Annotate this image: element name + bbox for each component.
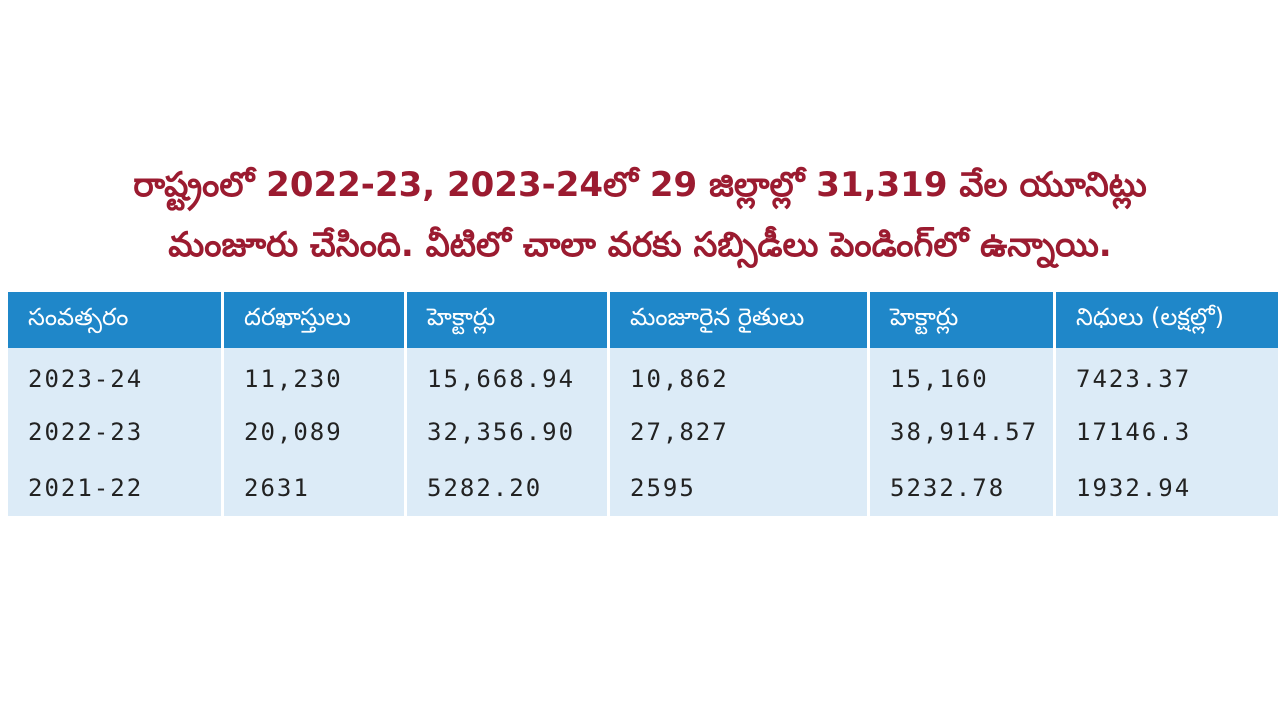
headline-line: రాష్ట్రంలో 2022-23, 2023-24లో 29 జిల్లాల…	[133, 165, 1147, 205]
table-row: 2021-22 2631 5282.20 2595 5232.78 1932.94	[8, 460, 1278, 516]
table-cell: 7423.37	[1056, 348, 1278, 404]
headline: రాష్ట్రంలో 2022-23, 2023-24లో 29 జిల్లాల…	[0, 155, 1280, 275]
header-cell: హెక్టార్లు	[407, 292, 610, 348]
table-cell: 15,160	[870, 348, 1056, 404]
table-header: సంవత్సరం దరఖాస్తులు హెక్టార్లు మంజూరైన రైతు…	[8, 292, 1278, 348]
table-cell: 20,089	[224, 404, 407, 460]
table-cell: 2595	[610, 460, 870, 516]
table-cell: 5282.20	[407, 460, 610, 516]
table-cell: 11,230	[224, 348, 407, 404]
header-cell: హెక్టార్లు	[870, 292, 1056, 348]
table-cell: 38,914.57	[870, 404, 1056, 460]
table-cell: 2021-22	[8, 460, 224, 516]
table: సంవత్సరం దరఖాస్తులు హెక్టార్లు మంజూరైన రైతు…	[8, 292, 1278, 516]
table-cell: 32,356.90	[407, 404, 610, 460]
table-cell: 2631	[224, 460, 407, 516]
header-cell: దరఖాస్తులు	[224, 292, 407, 348]
table-row: 2023-24 11,230 15,668.94 10,862 15,160 7423.3…	[8, 348, 1278, 404]
header-cell: నిధులు (లక్షల్లో)	[1056, 292, 1278, 348]
table-cell: 10,862	[610, 348, 870, 404]
table-cell: 1932.94	[1056, 460, 1278, 516]
header-cell: సంవత్సరం	[8, 292, 224, 348]
table-cell: 2022-23	[8, 404, 224, 460]
table-cell: 2023-24	[8, 348, 224, 404]
table-row: 2022-23 20,089 32,356.90 27,827 38,914.57 171…	[8, 404, 1278, 460]
table-cell: 17146.3	[1056, 404, 1278, 460]
table-cell: 15,668.94	[407, 348, 610, 404]
table-cell: 5232.78	[870, 460, 1056, 516]
table-cell: 27,827	[610, 404, 870, 460]
header-cell: మంజూరైన రైతులు	[610, 292, 870, 348]
headline-line: మంజూరు చేసింది. వీటిలో చాలా వరకు సబ్సిడీ…	[168, 225, 1112, 265]
